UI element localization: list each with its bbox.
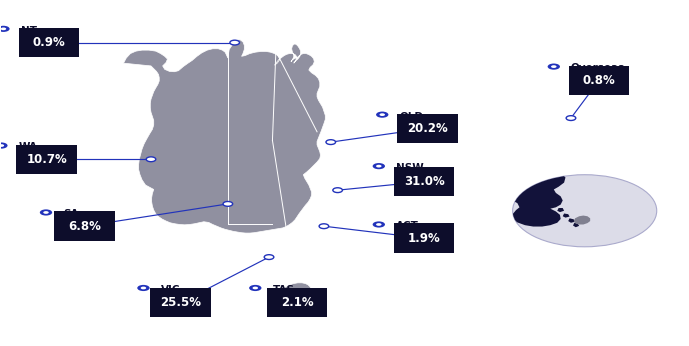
Circle shape <box>319 224 329 229</box>
Circle shape <box>333 188 342 193</box>
Circle shape <box>551 65 557 68</box>
Polygon shape <box>578 219 585 224</box>
Text: 0.8%: 0.8% <box>583 74 615 87</box>
Polygon shape <box>557 208 564 212</box>
Circle shape <box>376 223 382 226</box>
Text: 20.2%: 20.2% <box>407 122 448 135</box>
Circle shape <box>249 285 261 291</box>
Circle shape <box>548 64 560 70</box>
FancyBboxPatch shape <box>398 113 457 143</box>
Text: 0.9%: 0.9% <box>32 36 65 49</box>
Circle shape <box>0 143 8 149</box>
Polygon shape <box>574 216 590 225</box>
Text: 6.8%: 6.8% <box>68 220 101 233</box>
Circle shape <box>380 113 385 116</box>
Text: NT: NT <box>21 26 37 36</box>
Circle shape <box>253 286 258 289</box>
FancyBboxPatch shape <box>150 288 211 318</box>
Circle shape <box>0 144 4 147</box>
Polygon shape <box>511 170 566 227</box>
Circle shape <box>43 211 49 214</box>
FancyBboxPatch shape <box>267 288 327 318</box>
Text: ACT: ACT <box>396 221 419 231</box>
Polygon shape <box>123 40 325 233</box>
Text: SA: SA <box>63 209 79 219</box>
Circle shape <box>376 111 389 118</box>
Polygon shape <box>281 283 311 299</box>
Text: 25.5%: 25.5% <box>160 296 201 309</box>
Circle shape <box>40 209 52 216</box>
Circle shape <box>1 27 6 30</box>
Polygon shape <box>563 213 570 218</box>
Text: Overseas: Overseas <box>571 63 625 73</box>
Circle shape <box>373 163 385 169</box>
Circle shape <box>223 201 233 206</box>
Circle shape <box>137 285 150 291</box>
FancyBboxPatch shape <box>54 211 114 241</box>
Text: 2.1%: 2.1% <box>281 296 313 309</box>
Polygon shape <box>568 218 575 223</box>
Circle shape <box>141 286 146 289</box>
FancyBboxPatch shape <box>19 28 79 57</box>
Polygon shape <box>573 223 579 227</box>
Circle shape <box>513 175 657 247</box>
Text: NSW: NSW <box>396 163 424 173</box>
Circle shape <box>0 26 10 32</box>
Circle shape <box>230 40 240 45</box>
Text: TAS: TAS <box>272 285 294 295</box>
Text: 31.0%: 31.0% <box>404 175 444 188</box>
Circle shape <box>326 140 336 145</box>
Text: QLD: QLD <box>400 111 424 121</box>
Text: 1.9%: 1.9% <box>408 232 440 245</box>
Text: 10.7%: 10.7% <box>26 153 67 166</box>
Text: VIC: VIC <box>161 285 180 295</box>
Circle shape <box>373 221 385 228</box>
Text: WA: WA <box>19 143 37 152</box>
FancyBboxPatch shape <box>569 66 629 95</box>
Circle shape <box>264 255 274 260</box>
Circle shape <box>376 165 382 167</box>
FancyBboxPatch shape <box>17 145 77 174</box>
Circle shape <box>566 116 576 120</box>
FancyBboxPatch shape <box>394 224 454 253</box>
Circle shape <box>285 289 294 294</box>
Circle shape <box>146 157 156 162</box>
FancyBboxPatch shape <box>394 167 454 196</box>
